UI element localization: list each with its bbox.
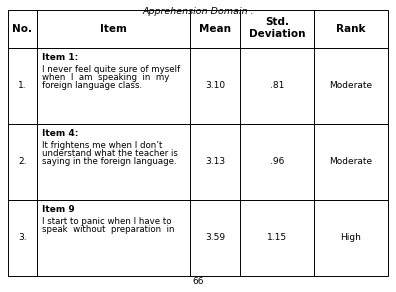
- Text: Item 4:: Item 4:: [42, 128, 78, 138]
- Text: Std.: Std.: [265, 17, 289, 27]
- Text: speak  without  preparation  in: speak without preparation in: [42, 225, 174, 234]
- Text: 3.13: 3.13: [205, 157, 225, 166]
- Text: when  I  am  speaking  in  my: when I am speaking in my: [42, 73, 169, 82]
- Text: Rank: Rank: [336, 24, 366, 34]
- Bar: [8, 200, 388, 276]
- Text: 66: 66: [192, 277, 204, 286]
- Text: 1.: 1.: [18, 81, 27, 91]
- Text: No.: No.: [12, 24, 32, 34]
- Text: 3.: 3.: [18, 234, 27, 242]
- Bar: [8, 48, 388, 124]
- Text: 3.59: 3.59: [205, 234, 225, 242]
- Text: Item 9: Item 9: [42, 204, 74, 213]
- Text: Item: Item: [100, 24, 127, 34]
- Text: Deviation: Deviation: [249, 29, 305, 39]
- Text: .96: .96: [270, 157, 284, 166]
- Text: Moderate: Moderate: [329, 157, 373, 166]
- Text: I start to panic when I have to: I start to panic when I have to: [42, 216, 171, 225]
- Text: Moderate: Moderate: [329, 81, 373, 91]
- Text: saying in the foreign language.: saying in the foreign language.: [42, 157, 176, 166]
- Text: It frightens me when I don’t: It frightens me when I don’t: [42, 140, 162, 150]
- Text: High: High: [341, 234, 362, 242]
- Text: 1.15: 1.15: [267, 234, 287, 242]
- Bar: [8, 10, 388, 48]
- Text: Item 1:: Item 1:: [42, 53, 78, 62]
- Text: Apprehension Domain .: Apprehension Domain .: [142, 7, 254, 16]
- Text: .81: .81: [270, 81, 284, 91]
- Text: foreign language class.: foreign language class.: [42, 81, 142, 91]
- Text: I never feel quite sure of myself: I never feel quite sure of myself: [42, 65, 180, 74]
- Text: 2.: 2.: [18, 157, 27, 166]
- Bar: [8, 124, 388, 200]
- Text: 3.10: 3.10: [205, 81, 225, 91]
- Text: understand what the teacher is: understand what the teacher is: [42, 149, 177, 158]
- Text: Mean: Mean: [199, 24, 231, 34]
